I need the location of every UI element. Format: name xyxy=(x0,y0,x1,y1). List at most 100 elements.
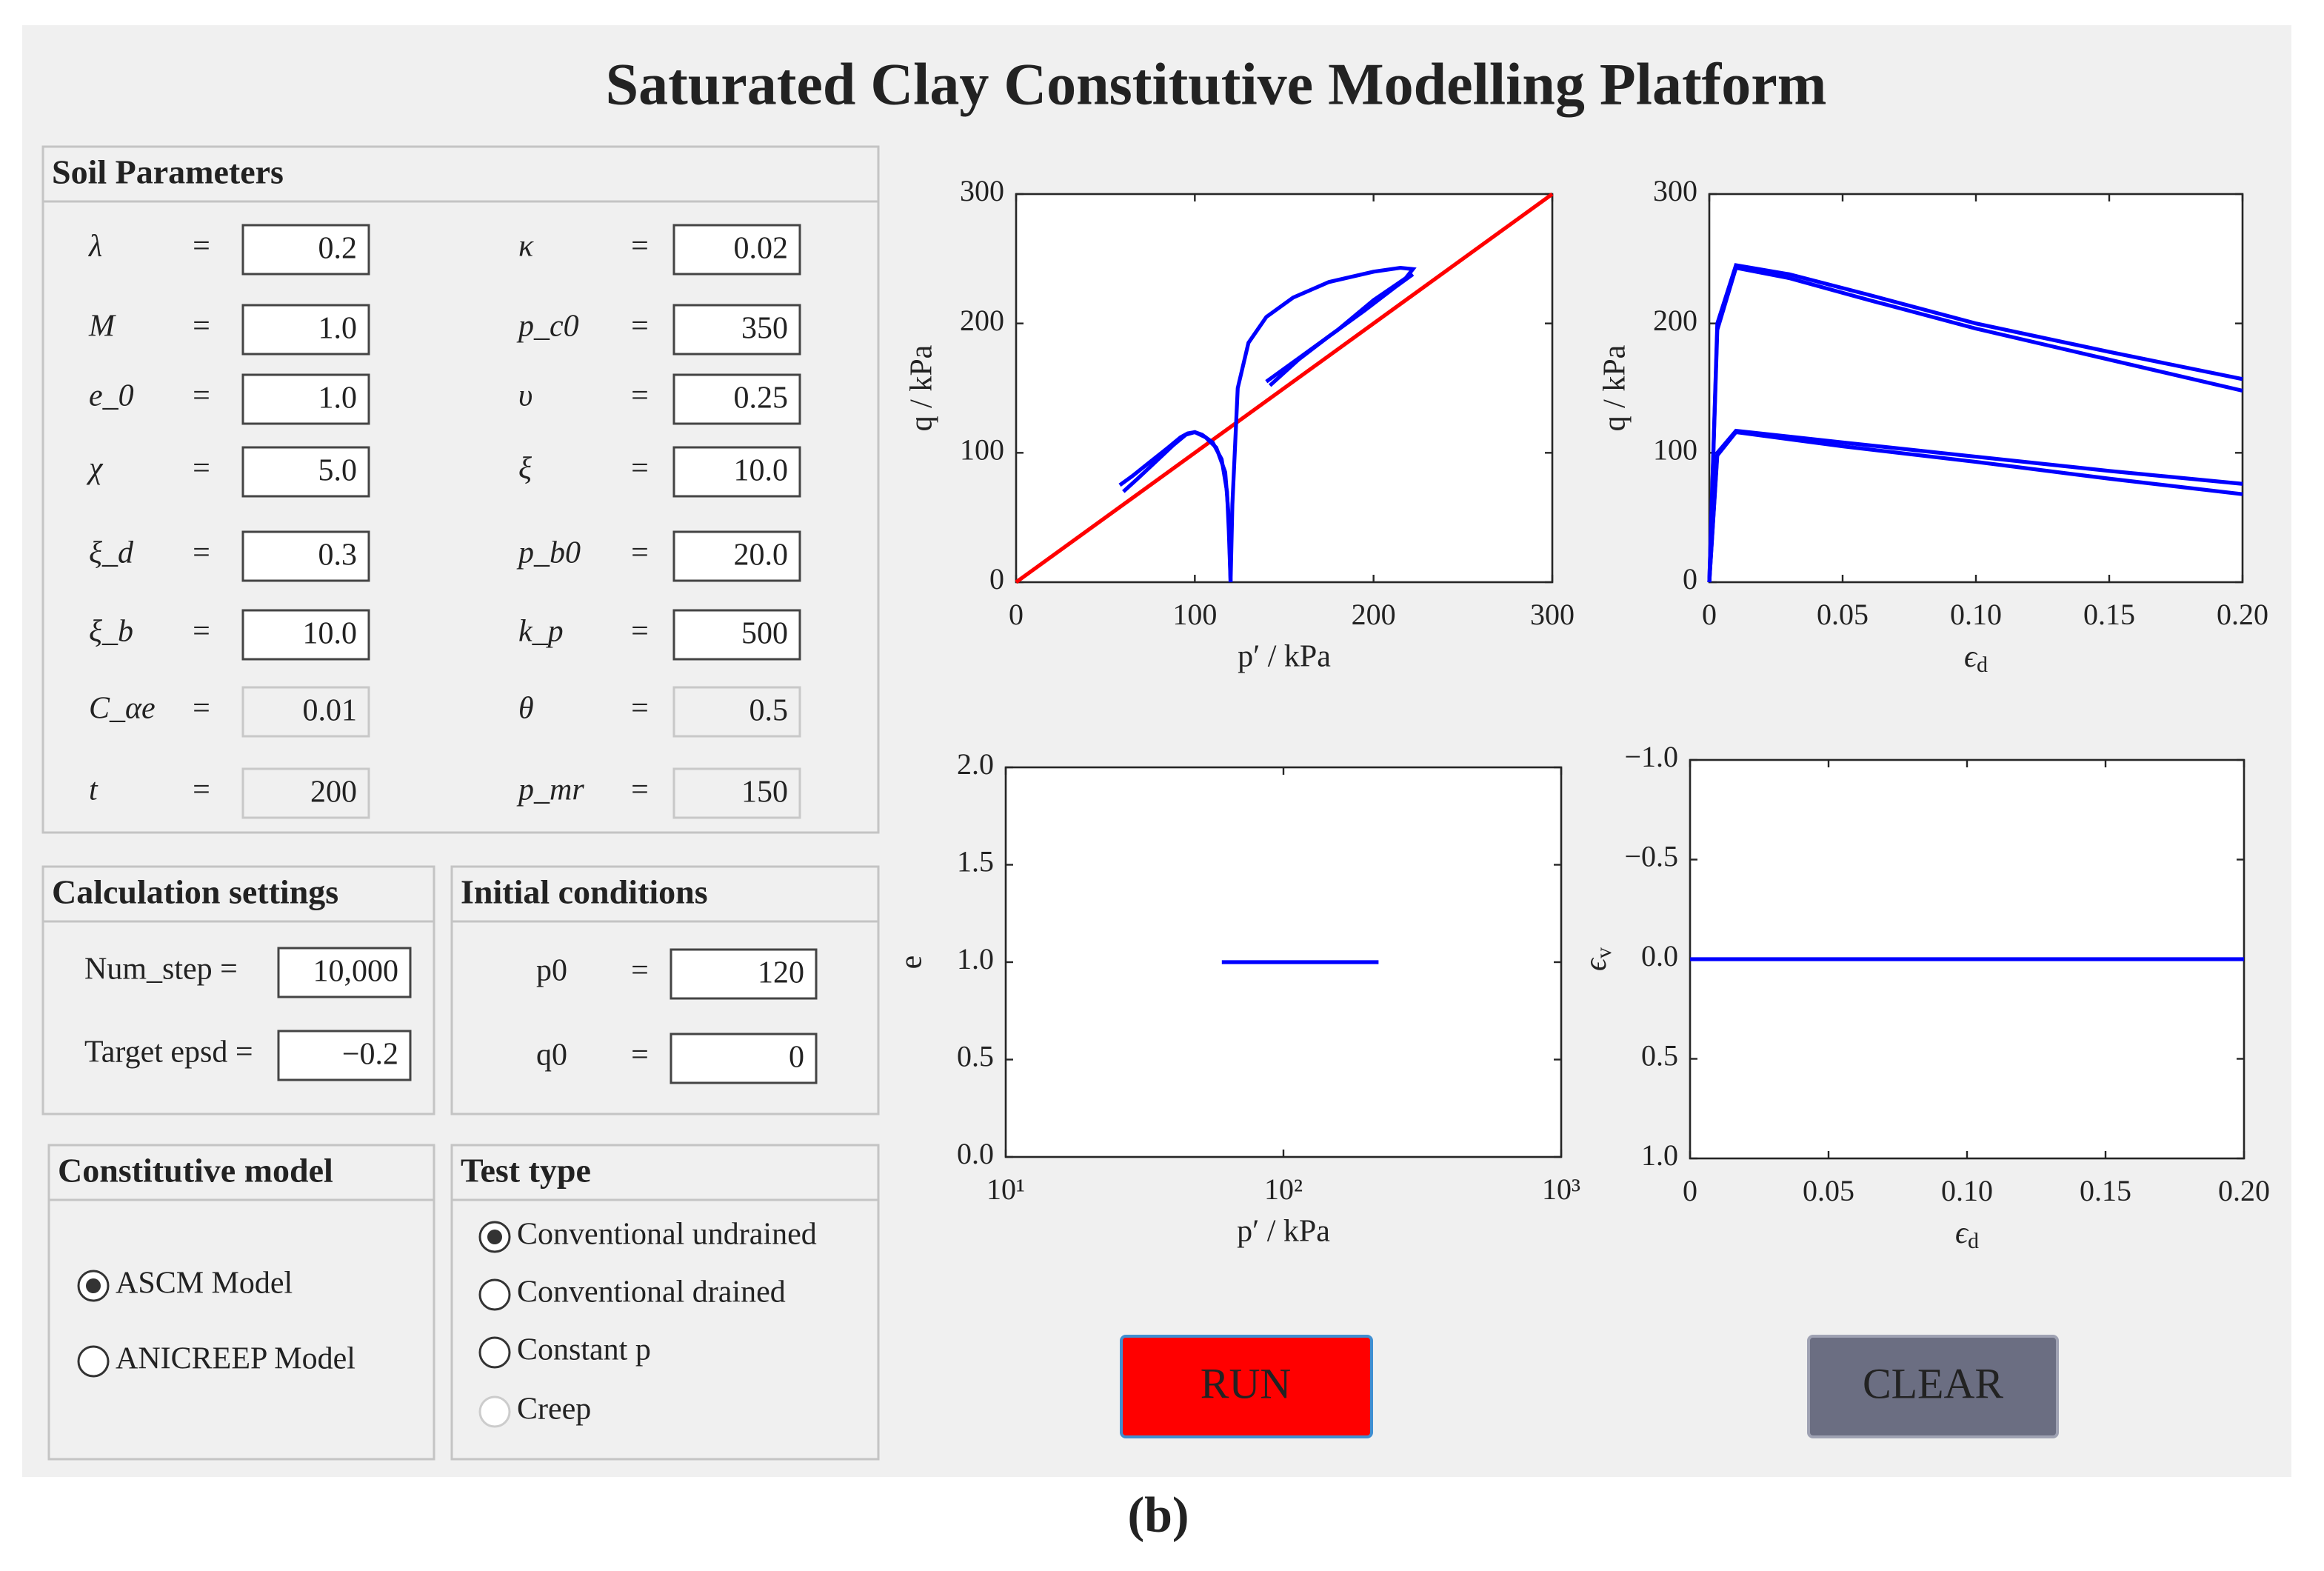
x-tick-label: 0.20 xyxy=(2217,598,2268,631)
x-tick-label: 0.15 xyxy=(2080,1174,2131,1207)
param-label: ξ xyxy=(518,452,532,486)
radio-dot xyxy=(86,1278,101,1293)
text-input[interactable] xyxy=(672,373,801,425)
x-axis-label: p′ / kPa xyxy=(1238,640,1331,674)
y-axis-label: q / kPa xyxy=(905,344,939,431)
input-value: 200 xyxy=(310,776,357,810)
radio-button xyxy=(478,1395,511,1428)
text-input[interactable] xyxy=(672,224,801,276)
param-label: ξ_b xyxy=(89,615,133,649)
x-tick-label: 0.15 xyxy=(2083,598,2135,631)
input-value: 10.0 xyxy=(303,617,358,651)
param-label: C_αe xyxy=(89,692,156,726)
radio-label: ANICREEP Model xyxy=(116,1342,355,1376)
x-tick-label: 0.05 xyxy=(1817,598,1869,631)
input-value: 0.01 xyxy=(303,694,358,728)
text-input[interactable] xyxy=(241,373,370,425)
text-input xyxy=(241,767,370,819)
equals-sign: = xyxy=(193,615,210,649)
data-line xyxy=(1707,265,2243,583)
equals-sign: = xyxy=(193,452,210,486)
x-tick-label: 0 xyxy=(1683,1174,1697,1207)
text-input[interactable] xyxy=(672,446,801,498)
y-axis-label: q / kPa xyxy=(1598,344,1632,431)
text-input[interactable] xyxy=(241,609,370,661)
text-input[interactable] xyxy=(672,609,801,661)
y-tick-label: 0.0 xyxy=(957,1137,994,1170)
field-label: p0 xyxy=(536,954,567,988)
text-input[interactable] xyxy=(670,948,818,1000)
text-input[interactable] xyxy=(277,1030,412,1081)
input-value: 1.0 xyxy=(318,312,358,346)
input-value: 10.0 xyxy=(734,454,789,488)
param-label: ξ_d xyxy=(89,536,134,570)
y-tick-label: 300 xyxy=(960,174,1004,207)
input-value: 20.0 xyxy=(734,538,789,573)
field-label: q0 xyxy=(536,1038,567,1073)
text-input[interactable] xyxy=(672,530,801,582)
y-tick-label: 100 xyxy=(960,433,1004,467)
run-button[interactable] xyxy=(1120,1335,1373,1438)
y-tick-label: 0.0 xyxy=(1641,939,1678,973)
x-tick-label: 0.10 xyxy=(1941,1174,1993,1207)
y-tick-label: 1.0 xyxy=(1641,1138,1678,1172)
y-tick-label: −0.5 xyxy=(1624,840,1678,873)
text-input[interactable] xyxy=(672,304,801,356)
y-tick-label: 0.5 xyxy=(1641,1039,1678,1073)
text-input[interactable] xyxy=(241,224,370,276)
param-label: k_p xyxy=(518,615,564,649)
text-input xyxy=(672,767,801,819)
x-tick-label: 0.20 xyxy=(2218,1174,2270,1207)
x-tick-label: 0 xyxy=(1009,598,1024,631)
equals-sign: = xyxy=(631,954,649,988)
param-label: e_0 xyxy=(89,379,134,413)
text-input[interactable] xyxy=(670,1033,818,1084)
text-input[interactable] xyxy=(241,530,370,582)
plot-area xyxy=(1708,193,2244,584)
radio-label: Conventional undrained xyxy=(517,1218,817,1252)
y-tick-label: −1.0 xyxy=(1624,740,1678,773)
panel xyxy=(450,1144,880,1461)
x-tick-label: 10¹ xyxy=(986,1173,1025,1206)
text-input[interactable] xyxy=(277,947,412,998)
equals-sign: = xyxy=(631,452,649,486)
y-tick-label: 1.5 xyxy=(957,845,994,878)
data-line xyxy=(1015,192,1554,584)
field-label: Target epsd = xyxy=(84,1035,253,1070)
y-tick-label: 0 xyxy=(1683,562,1697,596)
radio-button[interactable] xyxy=(478,1278,511,1311)
y-axis-label: ϵv xyxy=(1579,947,1616,971)
panel xyxy=(47,1144,435,1461)
y-tick-label: 1.0 xyxy=(957,942,994,975)
x-axis-label-subscript: d xyxy=(1968,1229,1979,1253)
x-tick-label: 10³ xyxy=(1542,1173,1580,1206)
equals-sign: = xyxy=(193,773,210,807)
text-input[interactable] xyxy=(241,446,370,498)
radio-button[interactable] xyxy=(478,1336,511,1369)
equals-sign: = xyxy=(631,536,649,570)
text-input[interactable] xyxy=(241,304,370,356)
equals-sign: = xyxy=(631,1038,649,1073)
param-label: λ xyxy=(87,230,102,264)
param-label: θ xyxy=(518,692,534,726)
param-label: υ xyxy=(518,379,532,413)
panel-title: Test type xyxy=(461,1152,591,1190)
input-value: −0.2 xyxy=(342,1038,398,1072)
x-tick-label: 100 xyxy=(1172,598,1217,631)
panel-title: Calculation settings xyxy=(52,873,338,911)
data-line xyxy=(1707,430,2243,583)
equals-sign: = xyxy=(193,310,210,344)
y-axis-label: e xyxy=(895,955,929,970)
data-line xyxy=(1268,273,1415,387)
x-tick-label: 200 xyxy=(1352,598,1396,631)
x-tick-label: 300 xyxy=(1530,598,1575,631)
param-label: χ xyxy=(86,452,104,486)
radio-button[interactable] xyxy=(77,1345,110,1378)
y-tick-label: 0 xyxy=(989,562,1004,596)
app-title: Saturated Clay Constitutive Modelling Pl… xyxy=(606,52,1827,117)
equals-sign: = xyxy=(631,379,649,413)
radio-dot xyxy=(487,1230,502,1244)
clear-button[interactable] xyxy=(1807,1335,2059,1438)
